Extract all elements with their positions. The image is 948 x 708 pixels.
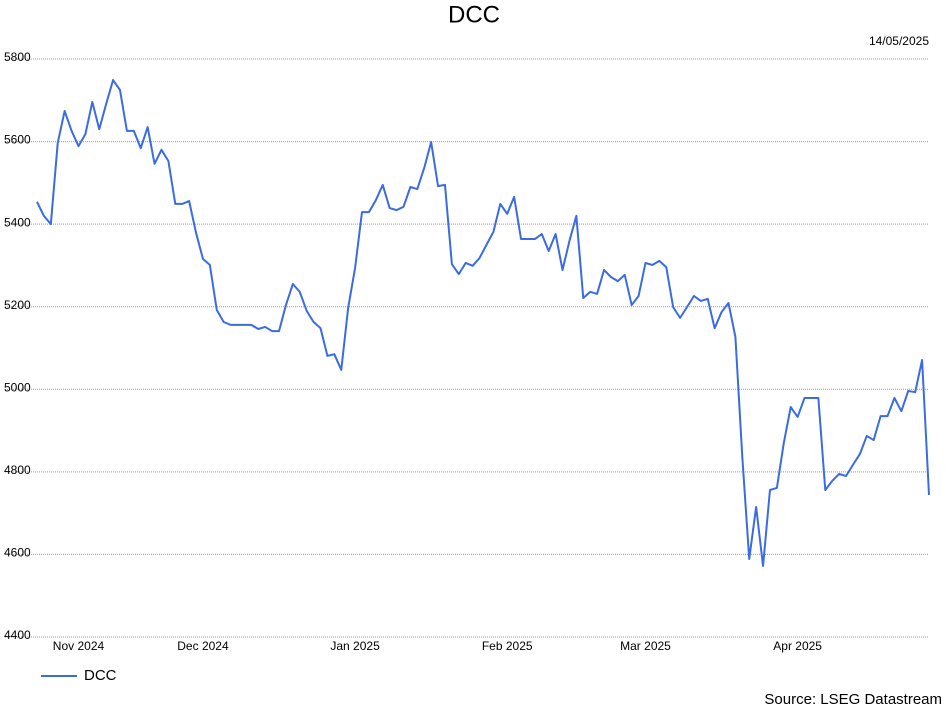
y-tick-label: 5600 [4,133,31,147]
x-tick-label: Mar 2025 [620,639,671,653]
y-tick-label: 4400 [4,628,31,642]
x-tick-label: Jan 2025 [330,639,380,653]
y-tick-label: 4800 [4,463,31,477]
legend-label: DCC [84,667,117,684]
chart-title: DCC [448,1,500,28]
x-tick-label: Dec 2024 [177,639,229,653]
y-tick-label: 5800 [4,50,31,64]
y-tick-label: 5200 [4,298,31,312]
data-line [36,79,930,567]
source-label: Source: LSEG Datastream [764,691,942,708]
y-tick-label: 5400 [4,215,31,229]
y-tick-label: 5000 [4,380,31,394]
x-tick-label: Feb 2025 [482,639,533,653]
x-tick-label: Nov 2024 [53,639,105,653]
date-label: 14/05/2025 [869,34,929,48]
x-tick-label: Apr 2025 [773,639,822,653]
y-tick-label: 4600 [4,546,31,560]
